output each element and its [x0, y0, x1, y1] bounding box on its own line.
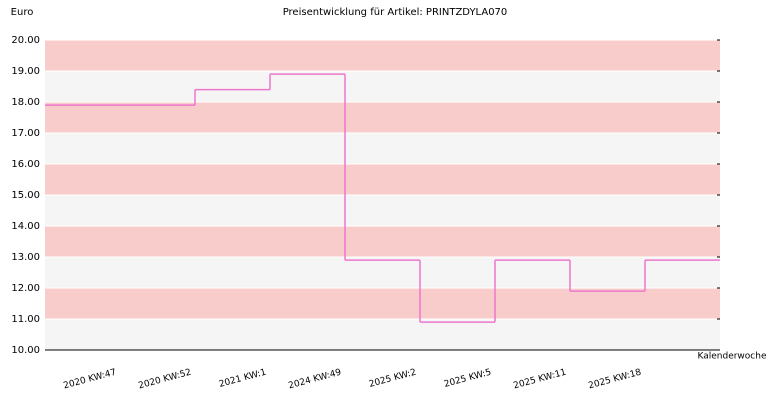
y-tick-label: 17.00	[11, 128, 40, 139]
y-tick-label: 10.00	[11, 345, 40, 356]
y-tick-label: 20.00	[11, 35, 40, 46]
y-tick-label: 18.00	[11, 97, 40, 108]
y-tick-label: 19.00	[11, 66, 40, 77]
y-axis-label: Euro	[11, 7, 34, 18]
y-tick-label: 15.00	[11, 190, 40, 201]
grid-band	[45, 226, 720, 257]
y-tick-label: 13.00	[11, 252, 40, 263]
grid-band	[45, 71, 720, 102]
grid-band	[45, 319, 720, 350]
grid-band	[45, 102, 720, 133]
y-tick-label: 11.00	[11, 314, 40, 325]
grid-band	[45, 133, 720, 164]
grid-band	[45, 288, 720, 319]
grid-band	[45, 40, 720, 71]
y-tick-label: 16.00	[11, 159, 40, 170]
grid-band	[45, 257, 720, 288]
y-tick-label: 12.00	[11, 283, 40, 294]
y-tick-label: 14.00	[11, 221, 40, 232]
grid-band	[45, 164, 720, 195]
x-axis-label: Kalenderwoche	[697, 352, 766, 362]
grid-band	[45, 195, 720, 226]
chart-title: Preisentwicklung für Artikel: PRINTZDYLA…	[283, 7, 508, 18]
